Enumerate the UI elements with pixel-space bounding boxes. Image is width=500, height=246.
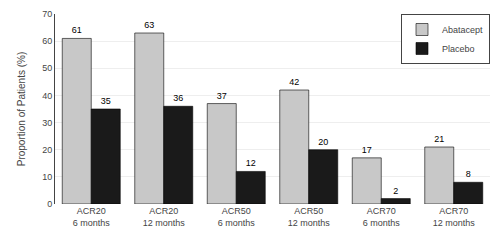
svg-text:42: 42 xyxy=(289,77,299,87)
svg-text:ACR5012 months: ACR5012 months xyxy=(288,206,331,228)
svg-text:21: 21 xyxy=(434,134,444,144)
svg-text:2: 2 xyxy=(393,186,398,196)
svg-text:ACR506 months: ACR506 months xyxy=(218,206,256,228)
svg-text:70: 70 xyxy=(42,9,52,19)
svg-text:63: 63 xyxy=(144,20,154,30)
svg-text:ACR7012 months: ACR7012 months xyxy=(433,206,476,228)
svg-text:20: 20 xyxy=(42,145,52,155)
svg-text:ACR2012 months: ACR2012 months xyxy=(143,206,186,228)
svg-text:ACR206 months: ACR206 months xyxy=(73,206,111,228)
svg-text:17: 17 xyxy=(362,145,372,155)
svg-text:10: 10 xyxy=(42,172,52,182)
svg-text:8: 8 xyxy=(466,169,471,179)
svg-text:Placebo: Placebo xyxy=(442,44,475,54)
svg-text:37: 37 xyxy=(217,91,227,101)
svg-text:Proportion of Patients (%): Proportion of Patients (%) xyxy=(16,52,27,167)
svg-text:60: 60 xyxy=(42,36,52,46)
svg-text:12: 12 xyxy=(246,158,256,168)
svg-text:35: 35 xyxy=(101,96,111,106)
svg-text:0: 0 xyxy=(47,199,52,209)
svg-text:36: 36 xyxy=(173,93,183,103)
svg-text:20: 20 xyxy=(318,137,328,147)
svg-text:50: 50 xyxy=(42,63,52,73)
svg-text:61: 61 xyxy=(72,25,82,35)
svg-text:40: 40 xyxy=(42,91,52,101)
svg-text:30: 30 xyxy=(42,118,52,128)
svg-text:ACR706 months: ACR706 months xyxy=(363,206,401,228)
svg-text:Abatacept: Abatacept xyxy=(442,25,483,35)
